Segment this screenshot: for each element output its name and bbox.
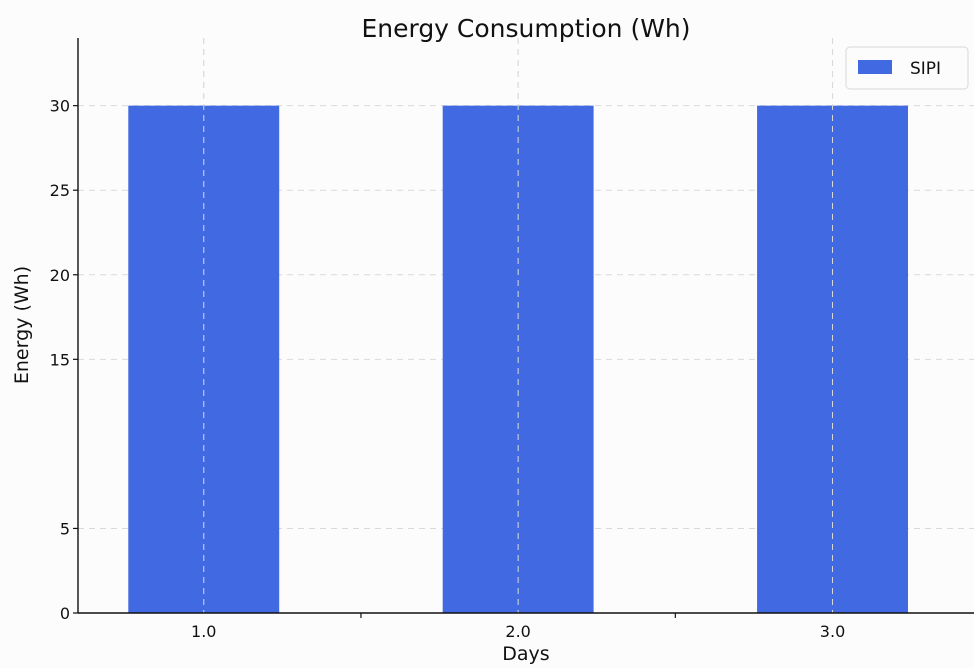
legend-label: SIPI (910, 59, 941, 79)
bar-layer (128, 38, 908, 613)
y-tick-label: 20 (50, 266, 70, 285)
x-tick-label: 2.0 (505, 622, 530, 641)
chart-title: Energy Consumption (Wh) (361, 14, 690, 43)
x-tick-label: 3.0 (820, 622, 845, 641)
legend: SIPI (845, 46, 969, 90)
y-tick-label: 30 (50, 97, 70, 116)
y-axis-label: Energy (Wh) (11, 266, 33, 384)
y-tick-label: 5 (60, 519, 70, 538)
legend-box (845, 46, 969, 90)
y-tick-label: 25 (50, 181, 70, 200)
y-tick-label: 0 (60, 604, 70, 623)
x-axis-label: Days (502, 643, 549, 665)
x-tick-label: 1.0 (191, 622, 216, 641)
y-tick-label: 15 (50, 350, 70, 369)
tick-layer: 0 5 15 20 25 30 1.0 2.0 3.0 (50, 97, 846, 641)
legend-swatch (858, 60, 892, 74)
